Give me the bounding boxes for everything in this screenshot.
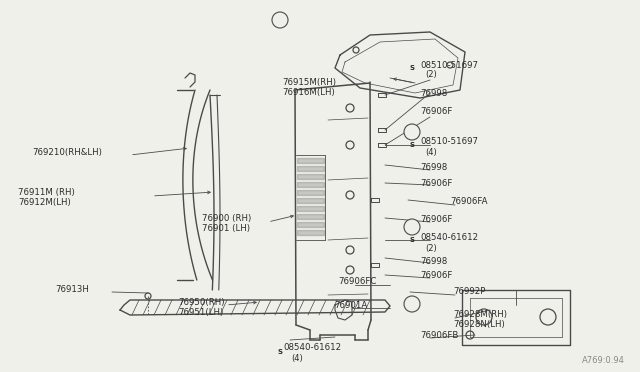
Text: 76906FB: 76906FB [420, 331, 458, 340]
Text: 08510-51697: 08510-51697 [420, 138, 478, 147]
Text: 76950(RH): 76950(RH) [178, 298, 225, 307]
Text: 76901A: 76901A [334, 301, 367, 310]
Text: 76998: 76998 [420, 257, 447, 266]
Text: S: S [410, 65, 415, 71]
Text: 76911M (RH): 76911M (RH) [18, 189, 75, 198]
Text: S: S [410, 142, 415, 148]
Text: (2): (2) [425, 244, 436, 253]
Text: S: S [278, 349, 282, 355]
Circle shape [272, 12, 288, 28]
Text: 76906F: 76906F [420, 180, 452, 189]
Text: 76998: 76998 [420, 164, 447, 173]
Text: 08510-51697: 08510-51697 [420, 61, 478, 70]
Circle shape [404, 124, 420, 140]
Text: 76912M(LH): 76912M(LH) [18, 199, 71, 208]
Text: A769:0.94: A769:0.94 [582, 356, 625, 365]
Text: (2): (2) [425, 71, 436, 80]
Circle shape [404, 219, 420, 235]
Text: 76928N(LH): 76928N(LH) [453, 321, 505, 330]
Text: 76916M(LH): 76916M(LH) [282, 89, 335, 97]
Text: 76906FC: 76906FC [338, 278, 376, 286]
Text: 76901 (LH): 76901 (LH) [202, 224, 250, 232]
Text: 76951(LH): 76951(LH) [178, 308, 223, 317]
Text: (4): (4) [425, 148, 436, 157]
Text: (4): (4) [291, 353, 303, 362]
Text: S: S [410, 237, 415, 243]
Circle shape [404, 296, 420, 312]
Text: 76913H: 76913H [55, 285, 89, 295]
Text: 76915M(RH): 76915M(RH) [282, 78, 336, 87]
Text: 76998: 76998 [420, 89, 447, 97]
Text: 08540-61612: 08540-61612 [420, 234, 478, 243]
Text: 76906F: 76906F [420, 108, 452, 116]
Text: 76906FA: 76906FA [450, 198, 488, 206]
Text: 08540-61612: 08540-61612 [283, 343, 341, 353]
Text: 76906F: 76906F [420, 215, 452, 224]
Text: 76928M(RH): 76928M(RH) [453, 311, 507, 320]
Text: 76900 (RH): 76900 (RH) [202, 214, 252, 222]
Text: 769210(RH&LH): 769210(RH&LH) [32, 148, 102, 157]
Text: 76992P: 76992P [453, 288, 485, 296]
Text: 76906F: 76906F [420, 272, 452, 280]
